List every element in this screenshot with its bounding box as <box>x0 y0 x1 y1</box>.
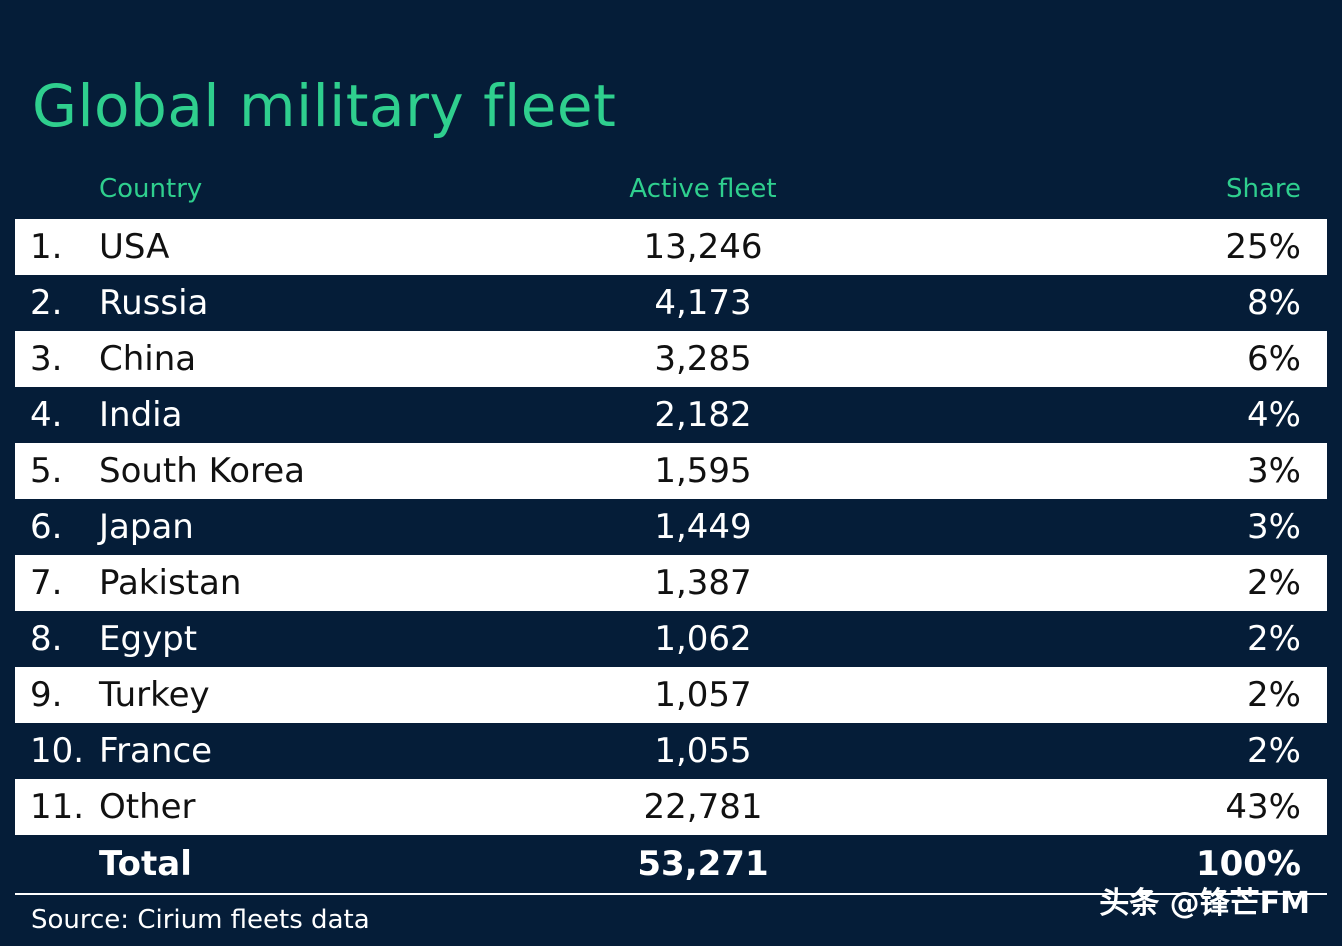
rank-cell: 1. <box>30 227 63 267</box>
rank-cell: 10. <box>30 731 85 771</box>
table-body: 1. USA 13,246 25% 2. Russia 4,173 8% 3. China 3,28… <box>15 219 1327 835</box>
share-cell: 43% <box>1225 787 1301 827</box>
header-active-fleet: Active fleet <box>629 174 777 204</box>
country-cell: USA <box>99 227 170 267</box>
share-cell: 2% <box>1247 731 1301 771</box>
rank-cell: 9. <box>30 675 63 715</box>
country-cell: Turkey <box>99 675 210 715</box>
table-row: 7. Pakistan 1,387 2% <box>15 555 1327 611</box>
share-cell: 3% <box>1247 451 1301 491</box>
rank-cell: 2. <box>30 283 63 323</box>
table-row: 2. Russia 4,173 8% <box>15 275 1327 331</box>
rank-cell: 6. <box>30 507 63 547</box>
table-row: 1. USA 13,246 25% <box>15 219 1327 275</box>
share-cell: 6% <box>1247 339 1301 379</box>
country-cell: Russia <box>99 283 209 323</box>
country-cell: India <box>99 395 183 435</box>
table-row: 10. France 1,055 2% <box>15 723 1327 779</box>
fleet-cell: 22,781 <box>643 787 763 827</box>
fleet-cell: 1,595 <box>654 451 752 491</box>
header-share: Share <box>1225 174 1301 204</box>
table-row: 5. South Korea 1,595 3% <box>15 443 1327 499</box>
share-cell: 2% <box>1247 619 1301 659</box>
rank-cell: 7. <box>30 563 63 603</box>
share-cell: 3% <box>1247 507 1301 547</box>
fleet-cell: 1,055 <box>654 731 752 771</box>
total-fleet: 53,271 <box>637 844 769 884</box>
fleet-cell: 1,449 <box>654 507 752 547</box>
rank-cell: 4. <box>30 395 63 435</box>
country-cell: Other <box>99 787 196 827</box>
rank-cell: 8. <box>30 619 63 659</box>
country-cell: France <box>99 731 213 771</box>
table-row: 11. Other 22,781 43% <box>15 779 1327 835</box>
page-title: Global military fleet <box>32 72 617 140</box>
fleet-cell: 1,062 <box>654 619 752 659</box>
fleet-cell: 3,285 <box>654 339 752 379</box>
fleet-cell: 4,173 <box>654 283 752 323</box>
rank-cell: 11. <box>30 787 85 827</box>
rank-cell: 3. <box>30 339 63 379</box>
source-note: Source: Cirium fleets data <box>31 905 370 935</box>
table-row: 3. China 3,285 6% <box>15 331 1327 387</box>
share-cell: 4% <box>1247 395 1301 435</box>
share-cell: 8% <box>1247 283 1301 323</box>
share-cell: 2% <box>1247 563 1301 603</box>
fleet-cell: 2,182 <box>654 395 752 435</box>
divider <box>15 893 1327 895</box>
country-cell: Japan <box>99 507 194 547</box>
table-row: 9. Turkey 1,057 2% <box>15 667 1327 723</box>
table-row: 8. Egypt 1,062 2% <box>15 611 1327 667</box>
fleet-cell: 1,387 <box>654 563 752 603</box>
watermark: 头条 @锋芒FM <box>1099 886 1310 921</box>
country-cell: South Korea <box>99 451 306 491</box>
table-row: 6. Japan 1,449 3% <box>15 499 1327 555</box>
rank-cell: 5. <box>30 451 63 491</box>
total-label: Total <box>99 844 192 884</box>
fleet-cell: 1,057 <box>654 675 752 715</box>
total-row: Total 53,271 100% <box>15 835 1327 893</box>
table-row: 4. India 2,182 4% <box>15 387 1327 443</box>
table-header: Country Active fleet Share <box>0 174 1342 214</box>
total-share: 100% <box>1195 844 1301 884</box>
fleet-cell: 13,246 <box>643 227 763 267</box>
country-cell: China <box>99 339 197 379</box>
share-cell: 25% <box>1225 227 1301 267</box>
header-country: Country <box>99 174 203 204</box>
share-cell: 2% <box>1247 675 1301 715</box>
country-cell: Pakistan <box>99 563 242 603</box>
country-cell: Egypt <box>99 619 198 659</box>
